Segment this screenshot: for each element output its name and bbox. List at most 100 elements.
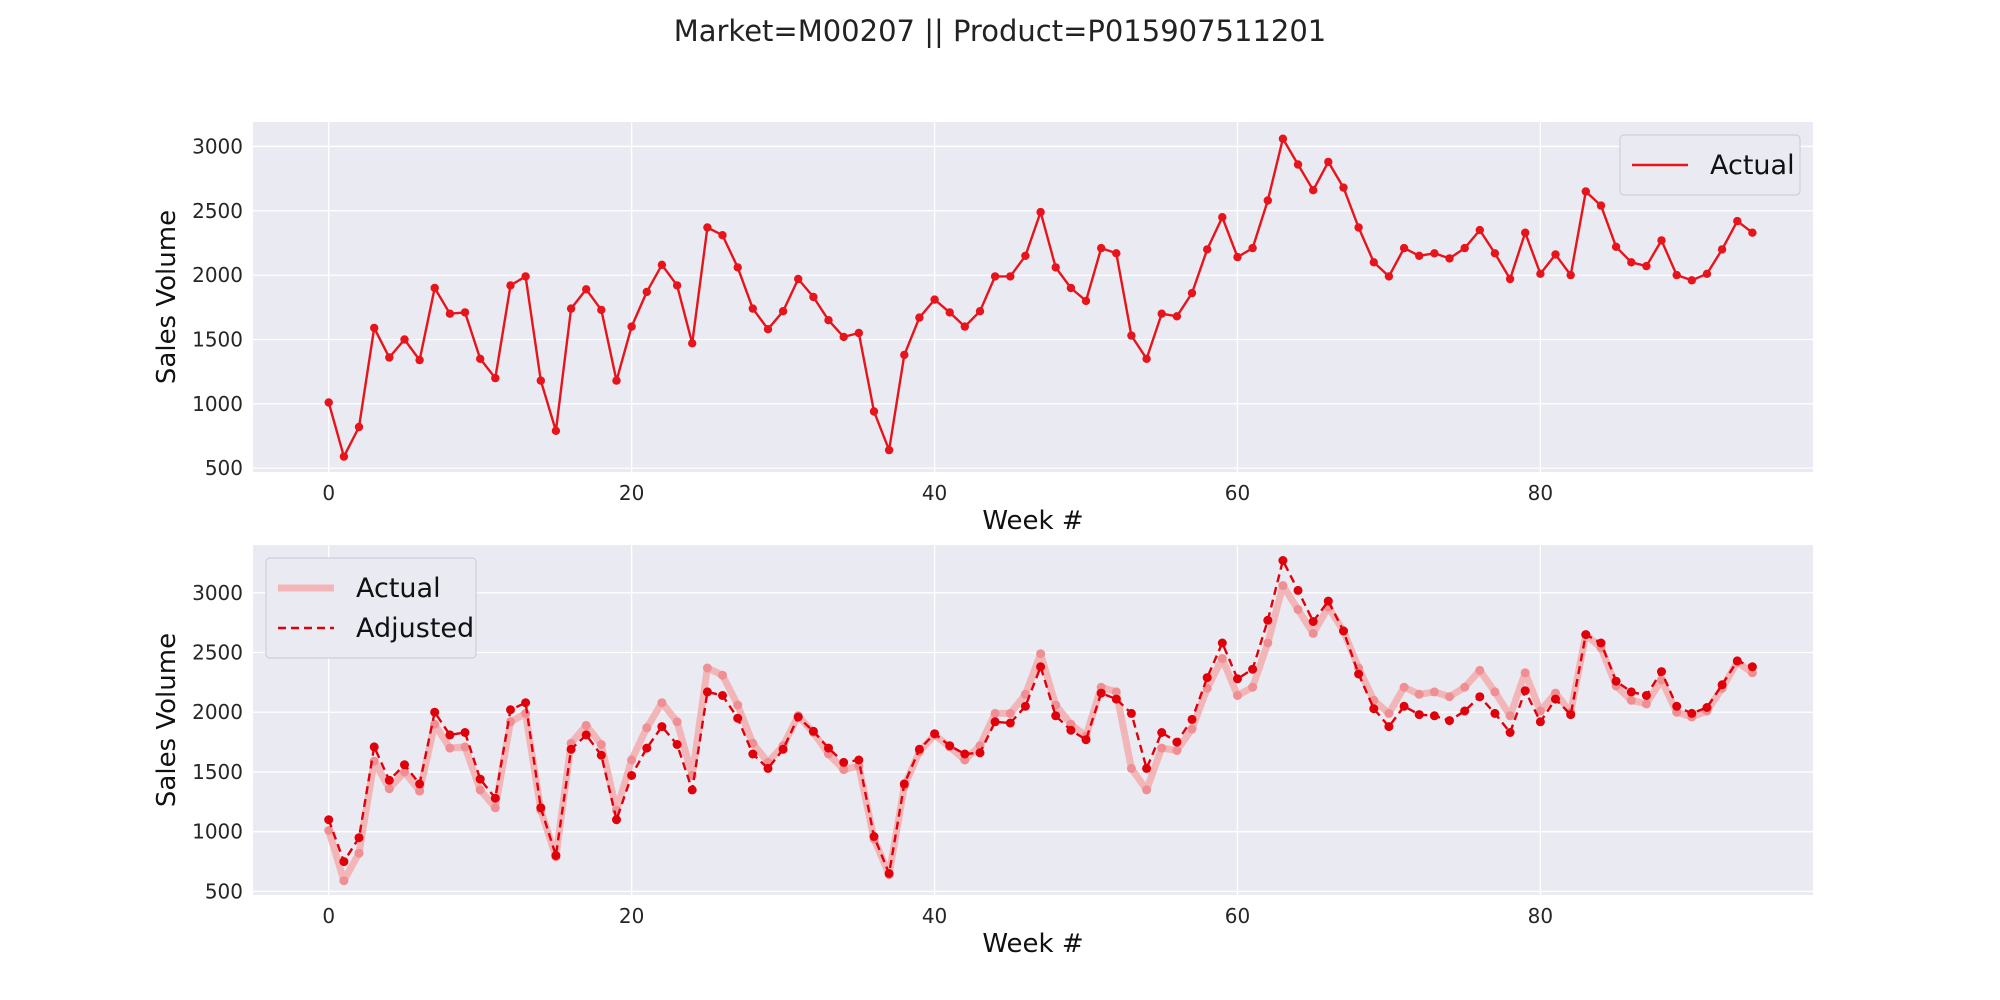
data-point-adjusted	[1520, 686, 1530, 696]
data-point-actual	[733, 263, 742, 272]
data-point-adjusted	[778, 744, 788, 754]
data-point-actual	[1702, 269, 1712, 278]
plot-area-2	[253, 545, 1813, 895]
data-point-adjusted	[1429, 711, 1439, 721]
data-point-actual	[1490, 249, 1500, 258]
data-point-actual	[733, 700, 743, 710]
y-tick-label: 1500	[192, 327, 243, 351]
data-point-actual	[1536, 269, 1545, 278]
data-point-adjusted	[1657, 667, 1666, 677]
data-point-actual	[1187, 724, 1197, 734]
data-point-actual	[1672, 270, 1681, 280]
data-point-actual	[476, 354, 485, 363]
data-point-actual	[672, 281, 682, 290]
y-tick-label: 500	[205, 456, 243, 480]
data-point-adjusted	[1005, 718, 1015, 728]
series-line-adjusted	[327, 559, 1753, 875]
data-point-actual	[1626, 695, 1636, 705]
data-point-actual	[370, 323, 379, 333]
x-tick-label: 20	[619, 904, 644, 928]
data-point-adjusted	[1445, 716, 1454, 726]
data-point-adjusted	[627, 771, 637, 780]
data-point-actual	[1203, 245, 1212, 254]
data-point-adjusted	[1702, 703, 1712, 712]
data-point-adjusted	[748, 749, 758, 759]
data-point-actual	[900, 350, 909, 360]
data-point-adjusted	[930, 729, 940, 739]
data-point-actual	[1384, 708, 1394, 718]
y-tick-label: 2000	[192, 263, 243, 287]
data-point-adjusted	[384, 775, 394, 785]
data-point-adjusted	[339, 857, 349, 867]
data-point-adjusted	[1172, 737, 1182, 747]
x-tick-label: 60	[1225, 904, 1250, 928]
data-point-adjusted	[354, 833, 364, 843]
data-point-actual	[1354, 223, 1363, 232]
data-point-adjusted	[415, 779, 425, 789]
y-tick-label: 1000	[192, 392, 243, 416]
y-tick-label: 2500	[192, 199, 243, 223]
data-point-adjusted	[1323, 596, 1333, 606]
data-point-actual	[385, 353, 394, 362]
data-point-actual	[1127, 331, 1136, 340]
data-point-adjusted	[1626, 687, 1636, 697]
chart-panel-1: 0 20 40 60 80 500 1000 1500 2000 2500 3000 Week # Sa…	[152, 122, 1813, 536]
data-point-actual	[536, 376, 545, 385]
legend-label-actual: Actual	[356, 573, 441, 604]
data-point-actual	[1475, 225, 1485, 235]
data-point-adjusted	[369, 742, 379, 752]
data-point-actual	[1293, 160, 1303, 169]
data-point-actual	[930, 295, 939, 304]
data-point-adjusted	[1505, 728, 1515, 737]
data-point-adjusted	[1217, 638, 1227, 648]
data-point-actual	[990, 708, 1000, 718]
data-point-adjusted	[1490, 708, 1500, 718]
data-point-actual	[1415, 251, 1424, 260]
data-point-actual	[1217, 654, 1227, 663]
data-point-actual	[400, 335, 409, 344]
data-point-actual	[718, 231, 727, 240]
data-point-actual	[566, 304, 576, 313]
data-point-actual	[688, 339, 697, 348]
x-tick-label: 80	[1528, 481, 1553, 505]
data-point-actual	[490, 803, 500, 813]
data-point-actual	[460, 308, 470, 317]
data-point-adjusted	[400, 760, 409, 770]
data-point-actual	[1142, 354, 1151, 363]
data-point-adjusted	[839, 757, 849, 767]
data-point-actual	[1445, 254, 1454, 263]
data-point-actual	[1460, 243, 1469, 253]
y-tick-label: 3000	[192, 134, 243, 158]
data-point-actual	[1157, 743, 1167, 753]
data-point-actual	[1641, 699, 1651, 709]
data-point-adjusted	[1081, 735, 1091, 745]
figure-title: Market=M00207 || Product=P015907511201	[673, 14, 1327, 48]
data-point-actual	[1263, 196, 1273, 205]
data-point-actual	[612, 376, 621, 385]
data-point-adjusted	[324, 815, 334, 825]
data-point-actual	[1399, 243, 1409, 253]
data-point-actual	[415, 355, 424, 365]
data-point-actual	[1006, 272, 1015, 281]
data-point-actual	[990, 272, 1000, 281]
data-point-adjusted	[1111, 694, 1121, 704]
data-point-actual	[1384, 272, 1394, 281]
data-point-actual	[1293, 605, 1303, 614]
y-tick-label: 500	[205, 879, 243, 903]
data-point-actual	[1475, 665, 1485, 675]
data-point-actual	[1490, 687, 1500, 697]
data-point-actual	[324, 826, 334, 835]
data-point-actual	[869, 407, 879, 416]
data-point-actual	[960, 322, 969, 331]
x-tick-label: 40	[922, 481, 947, 505]
y-tick-label: 1500	[192, 760, 243, 784]
y-axis-label: Sales Volume	[152, 210, 182, 384]
data-point-adjusted	[581, 730, 591, 740]
data-point-adjusted	[1202, 673, 1212, 683]
data-point-actual	[748, 304, 757, 313]
data-point-actual	[597, 305, 606, 315]
data-point-actual	[1324, 157, 1333, 167]
data-point-adjusted	[521, 698, 531, 708]
data-point-actual	[551, 426, 561, 435]
data-point-actual	[657, 260, 667, 269]
